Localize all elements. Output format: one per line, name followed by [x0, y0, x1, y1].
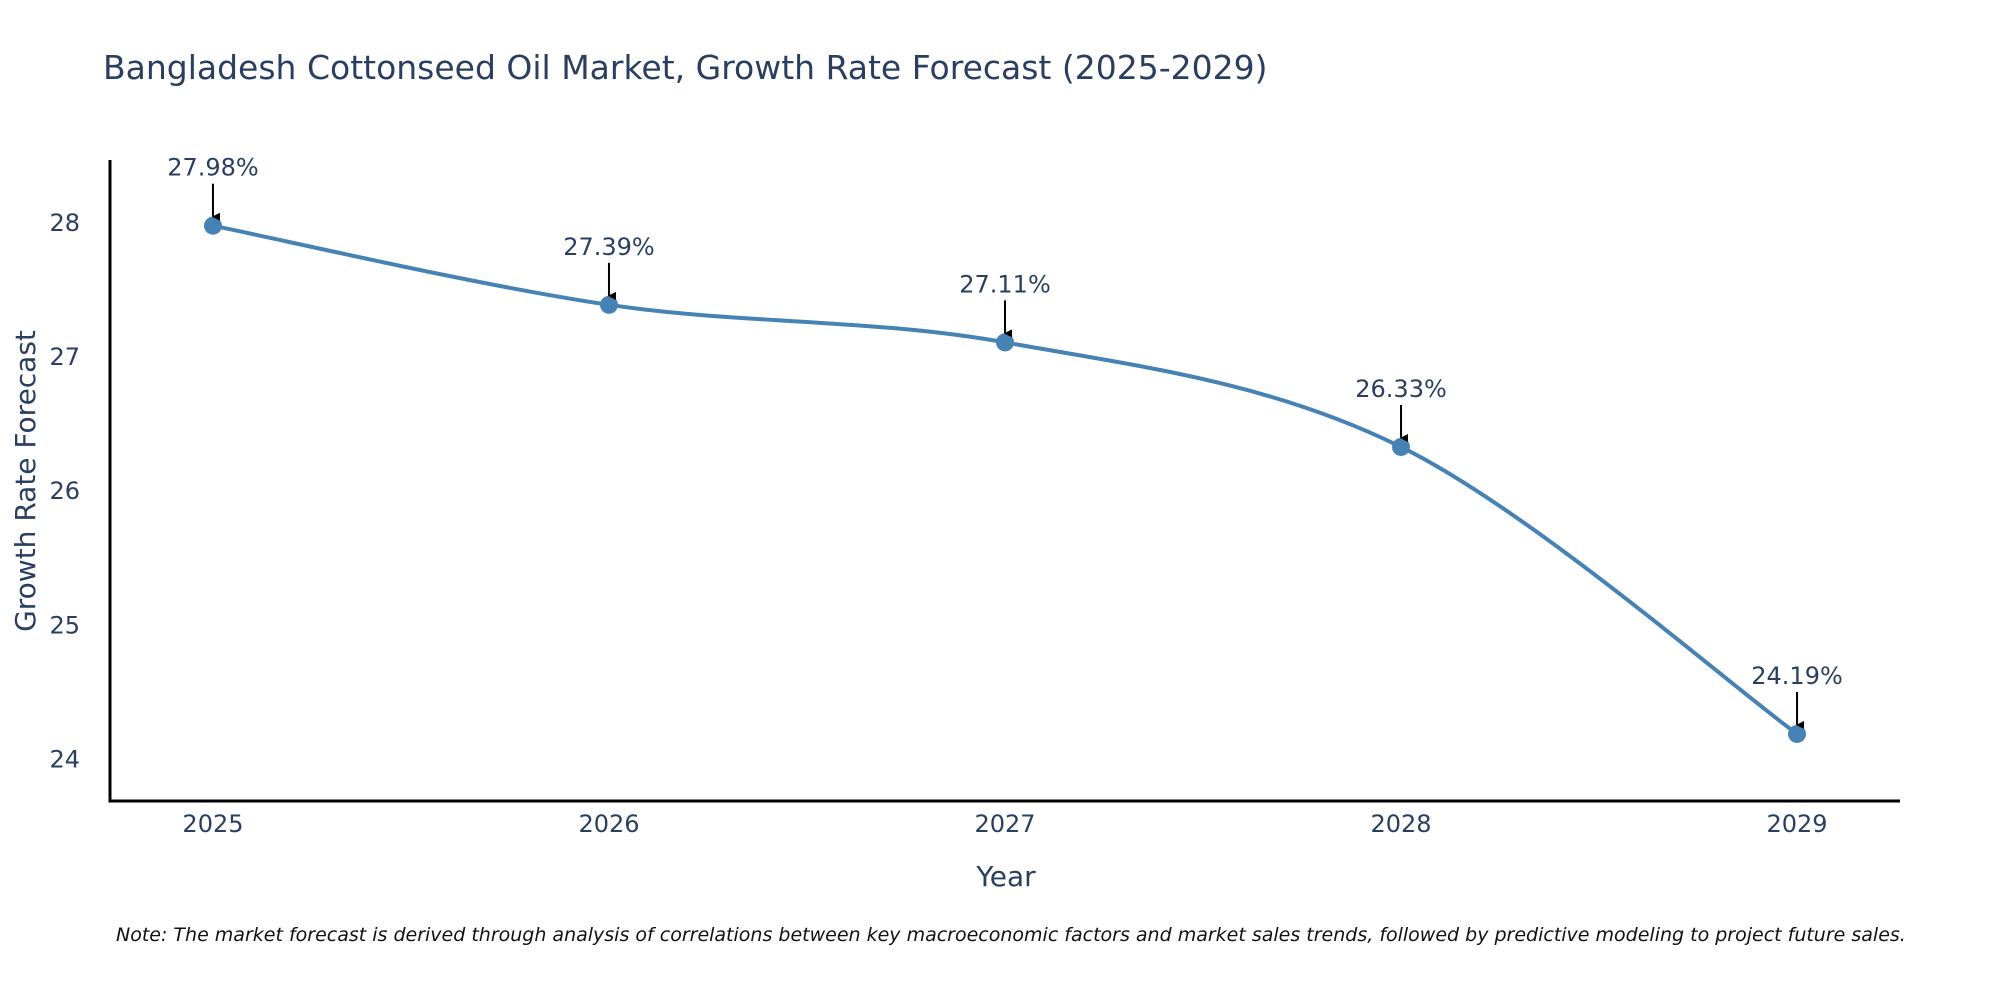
- data-label: 26.33%: [1355, 375, 1447, 403]
- data-point[interactable]: [1788, 724, 1807, 743]
- footnote: Note: The market forecast is derived thr…: [116, 924, 1906, 946]
- y-tick-label: 26: [49, 477, 80, 505]
- x-tick-label: 2025: [182, 810, 243, 838]
- y-tick-label: 25: [49, 611, 80, 639]
- y-tick-label: 28: [49, 209, 80, 237]
- data-point[interactable]: [203, 216, 222, 235]
- x-tick-label: 2028: [1370, 810, 1431, 838]
- x-tick-label: 2026: [578, 810, 639, 838]
- data-point[interactable]: [1392, 437, 1411, 456]
- data-label: 24.19%: [1751, 662, 1843, 690]
- y-tick-label: 24: [49, 745, 80, 773]
- series-line: [212, 223, 1799, 736]
- x-tick-label: 2029: [1766, 810, 1827, 838]
- chart-title: Bangladesh Cottonseed Oil Market, Growth…: [103, 48, 1267, 87]
- x-tick-label: 2027: [974, 810, 1035, 838]
- y-tick-label: 27: [49, 343, 80, 371]
- x-axis-title: Year: [975, 860, 1036, 893]
- data-label: 27.98%: [167, 154, 259, 182]
- data-point[interactable]: [996, 333, 1014, 352]
- plot-area: 24 25 26 27 28 2025 2026 2027 2028 2029 27.98% 27.3…: [49, 154, 1900, 838]
- data-label: 27.11%: [959, 270, 1051, 298]
- data-label: 27.39%: [563, 233, 655, 261]
- data-point[interactable]: [599, 295, 618, 314]
- y-axis-title: Growth Rate Forecast: [9, 330, 42, 632]
